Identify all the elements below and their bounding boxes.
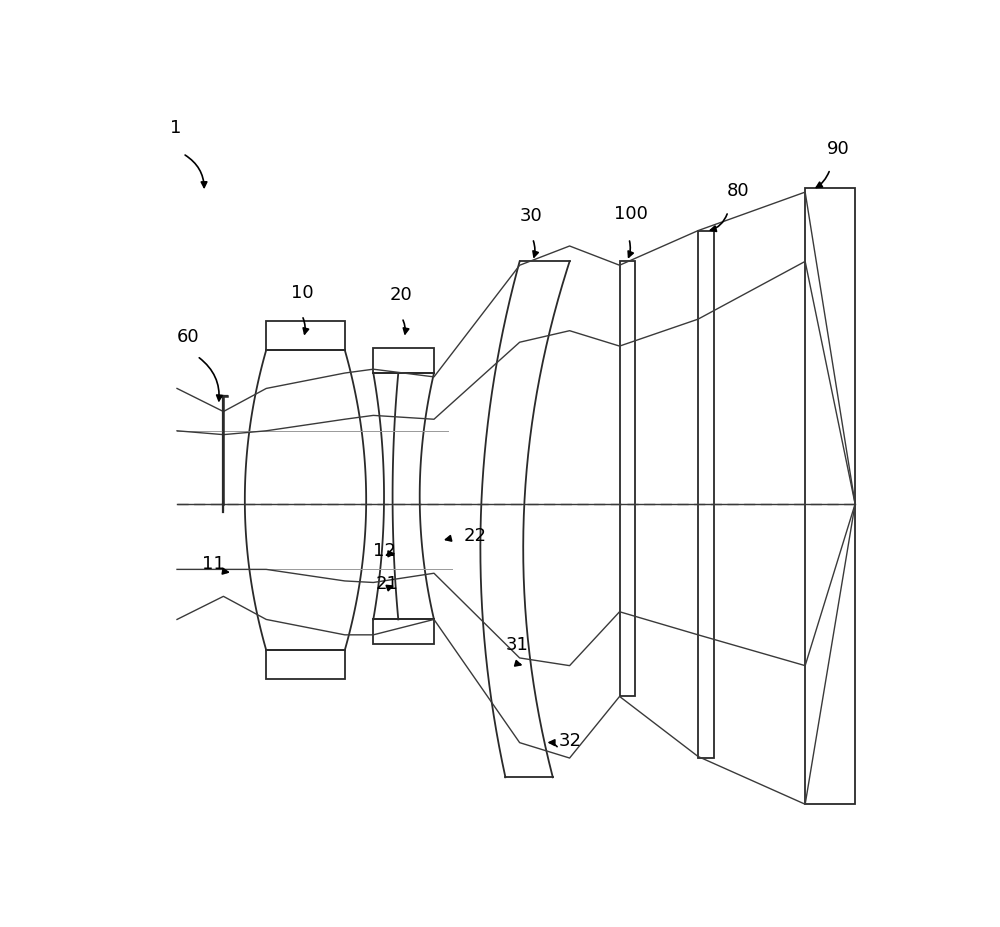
- Text: 22: 22: [464, 527, 487, 545]
- Text: 30: 30: [520, 207, 542, 224]
- Text: 12: 12: [373, 542, 396, 560]
- Text: 31: 31: [505, 636, 528, 654]
- Text: 32: 32: [559, 732, 582, 751]
- Text: 90: 90: [827, 140, 849, 158]
- Text: 21: 21: [375, 575, 398, 592]
- Text: 11: 11: [202, 555, 225, 574]
- Text: 1: 1: [170, 119, 181, 137]
- Bar: [373, 348, 434, 373]
- Bar: [373, 619, 434, 644]
- Text: 60: 60: [177, 328, 200, 347]
- Bar: [698, 231, 714, 758]
- Bar: [805, 188, 855, 805]
- Text: 100: 100: [614, 205, 648, 223]
- Text: 80: 80: [727, 182, 749, 200]
- Bar: [620, 261, 635, 696]
- Text: 20: 20: [390, 286, 412, 304]
- Bar: [266, 650, 345, 679]
- Bar: [266, 322, 345, 349]
- Text: 10: 10: [291, 284, 314, 301]
